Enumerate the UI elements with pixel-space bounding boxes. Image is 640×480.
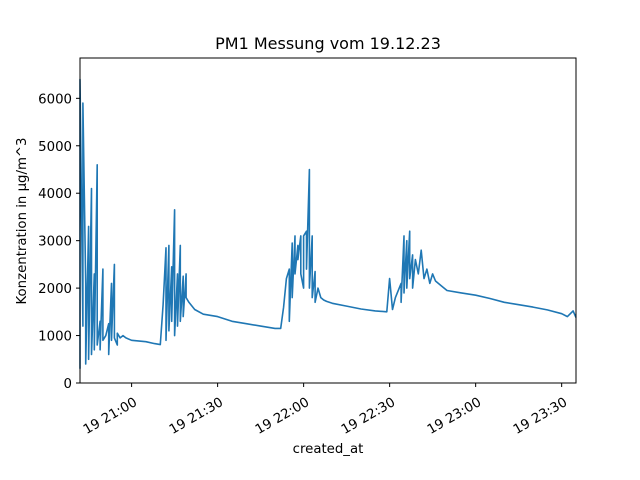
x-tick-label: 19 22:30 <box>339 395 398 438</box>
x-axis-label: created_at <box>293 442 364 457</box>
series-layer <box>79 78 577 369</box>
chart-title: PM1 Messung vom 19.12.23 <box>215 34 441 53</box>
x-tick-label: 19 21:00 <box>81 395 140 438</box>
y-tick-label: 5000 <box>38 140 72 155</box>
y-tick-label: 3000 <box>38 235 72 250</box>
x-tick-label: 19 21:30 <box>167 395 226 438</box>
y-axis-label: Konzentration in µg/m^3 <box>15 137 30 304</box>
y-tick-label: 1000 <box>38 330 72 345</box>
x-axis: 19 21:00 19 21:30 19 22:00 19 22:30 19 23:00… <box>81 383 570 438</box>
series-line-0 <box>79 78 577 369</box>
y-tick-label: 0 <box>64 377 72 392</box>
y-tick-label: 6000 <box>38 92 72 107</box>
y-axis: 0 1000 2000 3000 4000 5000 6000 <box>38 92 80 392</box>
plot-frame <box>79 57 577 384</box>
y-tick-label: 4000 <box>38 187 72 202</box>
x-tick-label: 19 23:30 <box>511 395 570 438</box>
x-tick-label: 19 22:00 <box>253 395 312 438</box>
y-tick-label: 2000 <box>38 282 72 297</box>
x-tick-label: 19 23:00 <box>425 395 484 438</box>
